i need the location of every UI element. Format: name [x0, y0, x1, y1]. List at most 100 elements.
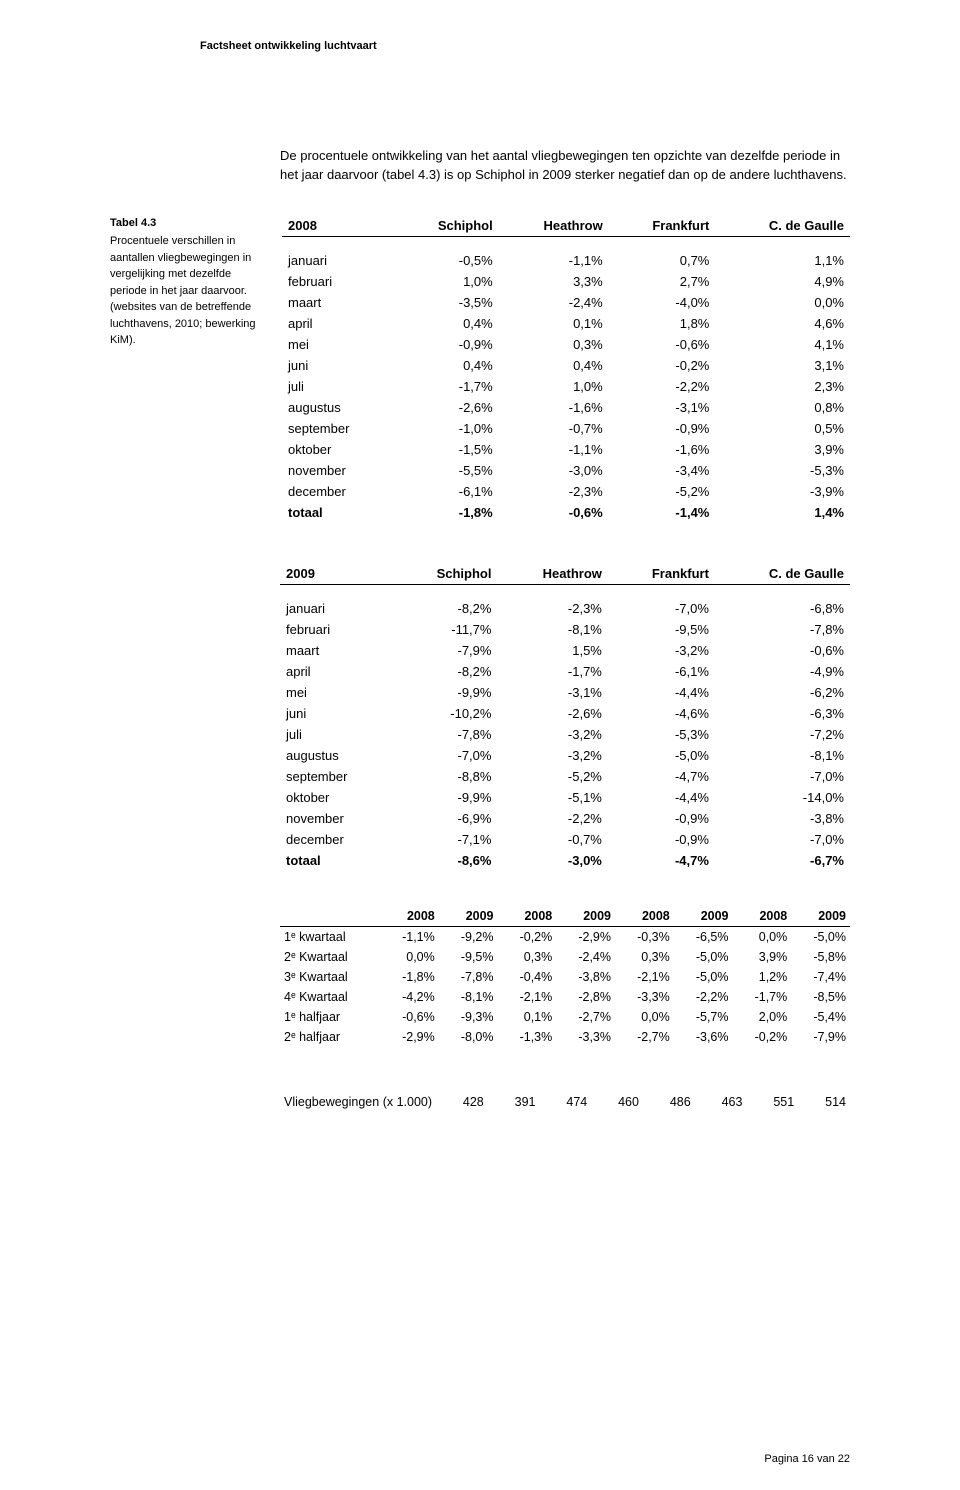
cell: oktober — [282, 439, 395, 460]
cell: 1,0% — [395, 271, 498, 292]
cell: 0,0% — [615, 1007, 674, 1027]
cell: 3,3% — [499, 271, 609, 292]
cell: -0,9% — [395, 334, 498, 355]
table-row: februari1,0%3,3%2,7%4,9% — [282, 271, 850, 292]
table-row: augustus-2,6%-1,6%-3,1%0,8% — [282, 397, 850, 418]
row-label: 3ᵉ Kwartaal — [280, 967, 380, 987]
cell: -7,4% — [791, 967, 850, 987]
cell: -2,2% — [609, 376, 716, 397]
table-row: november-6,9%-2,2%-0,9%-3,8% — [280, 808, 850, 829]
col-heathrow: Heathrow — [497, 563, 607, 585]
table-row: januari-0,5%-1,1%0,7%1,1% — [282, 250, 850, 271]
cell: -5,0% — [791, 926, 850, 947]
cell: -0,9% — [608, 808, 715, 829]
cell: -14,0% — [715, 787, 850, 808]
cell: -8,5% — [791, 987, 850, 1007]
cell: -5,0% — [674, 947, 733, 967]
cell: totaal — [282, 502, 395, 523]
cell: 428 — [436, 1092, 488, 1112]
col-year: 2008 — [380, 906, 439, 927]
table-quarters: 20082009200820092008200920082009 1ᵉ kwar… — [280, 906, 850, 1047]
cell: -7,8% — [715, 619, 850, 640]
cell: -4,2% — [380, 987, 439, 1007]
row-label: 4ᵉ Kwartaal — [280, 987, 380, 1007]
cell: -1,1% — [499, 439, 609, 460]
total-row: totaal-1,8%-0,6%-1,4%1,4% — [282, 502, 850, 523]
cell: -8,8% — [394, 766, 498, 787]
cell: -5,0% — [674, 967, 733, 987]
table-row: maart-7,9%1,5%-3,2%-0,6% — [280, 640, 850, 661]
cell: -4,9% — [715, 661, 850, 682]
cell: 0,7% — [609, 250, 716, 271]
cell: -11,7% — [394, 619, 498, 640]
cell: -2,9% — [556, 926, 615, 947]
cell: -1,1% — [499, 250, 609, 271]
cell: -4,7% — [608, 850, 715, 871]
col-year: 2008 — [282, 215, 395, 237]
cell: 551 — [746, 1092, 798, 1112]
col-year: 2009 — [439, 906, 498, 927]
cell: augustus — [282, 397, 395, 418]
cell: -0,5% — [395, 250, 498, 271]
cell: -0,6% — [715, 640, 850, 661]
table-2008: 2008 Schiphol Heathrow Frankfurt C. de G… — [282, 215, 850, 523]
table-row: april0,4%0,1%1,8%4,6% — [282, 313, 850, 334]
col-blank — [436, 1072, 488, 1092]
cell: -3,3% — [615, 987, 674, 1007]
cell: -10,2% — [394, 703, 498, 724]
cell: -2,2% — [497, 808, 607, 829]
col-schiphol: Schiphol — [395, 215, 498, 237]
col-blank — [746, 1072, 798, 1092]
cell: -6,1% — [608, 661, 715, 682]
table-row: juli-7,8%-3,2%-5,3%-7,2% — [280, 724, 850, 745]
cell: april — [282, 313, 395, 334]
cell: -0,4% — [498, 967, 557, 987]
table-row: augustus-7,0%-3,2%-5,0%-8,1% — [280, 745, 850, 766]
col-year: 2009 — [280, 563, 394, 585]
cell: 0,4% — [395, 355, 498, 376]
cell: september — [282, 418, 395, 439]
cell: januari — [280, 598, 394, 619]
col-blank — [695, 1072, 747, 1092]
sidenote: Tabel 4.3 Procentuele verschillen in aan… — [110, 215, 260, 523]
cell: maart — [282, 292, 395, 313]
cell: -0,2% — [498, 926, 557, 947]
cell: -1,7% — [395, 376, 498, 397]
cell: -3,2% — [497, 724, 607, 745]
cell: februari — [282, 271, 395, 292]
cell: juni — [280, 703, 394, 724]
cell: 1,1% — [715, 250, 850, 271]
cell: -9,2% — [439, 926, 498, 947]
cell: -9,5% — [439, 947, 498, 967]
cell: -3,2% — [497, 745, 607, 766]
cell: -7,0% — [715, 766, 850, 787]
cell: -2,6% — [497, 703, 607, 724]
total-row: totaal-8,6%-3,0%-4,7%-6,7% — [280, 850, 850, 871]
cell: -8,2% — [394, 661, 498, 682]
cell: november — [280, 808, 394, 829]
cell: 4,1% — [715, 334, 850, 355]
cell: mei — [280, 682, 394, 703]
cell: -1,5% — [395, 439, 498, 460]
cell: -2,9% — [380, 1027, 439, 1047]
table-row: 2ᵉ Kwartaal0,0%-9,5%0,3%-2,4%0,3%-5,0%3,… — [280, 947, 850, 967]
cell: -3,2% — [608, 640, 715, 661]
col-blank — [643, 1072, 695, 1092]
cell: -1,7% — [497, 661, 607, 682]
cell: -7,9% — [394, 640, 498, 661]
table-row: september-8,8%-5,2%-4,7%-7,0% — [280, 766, 850, 787]
cell: -2,3% — [497, 598, 607, 619]
table-flights: Vliegbewegingen (x 1.000)428391474460486… — [280, 1072, 850, 1112]
cell: november — [282, 460, 395, 481]
cell: -6,3% — [715, 703, 850, 724]
cell: -0,2% — [609, 355, 716, 376]
cell: -4,6% — [608, 703, 715, 724]
table-row: juli-1,7%1,0%-2,2%2,3% — [282, 376, 850, 397]
cell: -3,8% — [556, 967, 615, 987]
page-footer: Pagina 16 van 22 — [764, 1453, 850, 1465]
cell: -6,8% — [715, 598, 850, 619]
cell: -0,6% — [380, 1007, 439, 1027]
cell: 460 — [591, 1092, 643, 1112]
cell: juli — [282, 376, 395, 397]
cell: -0,6% — [499, 502, 609, 523]
